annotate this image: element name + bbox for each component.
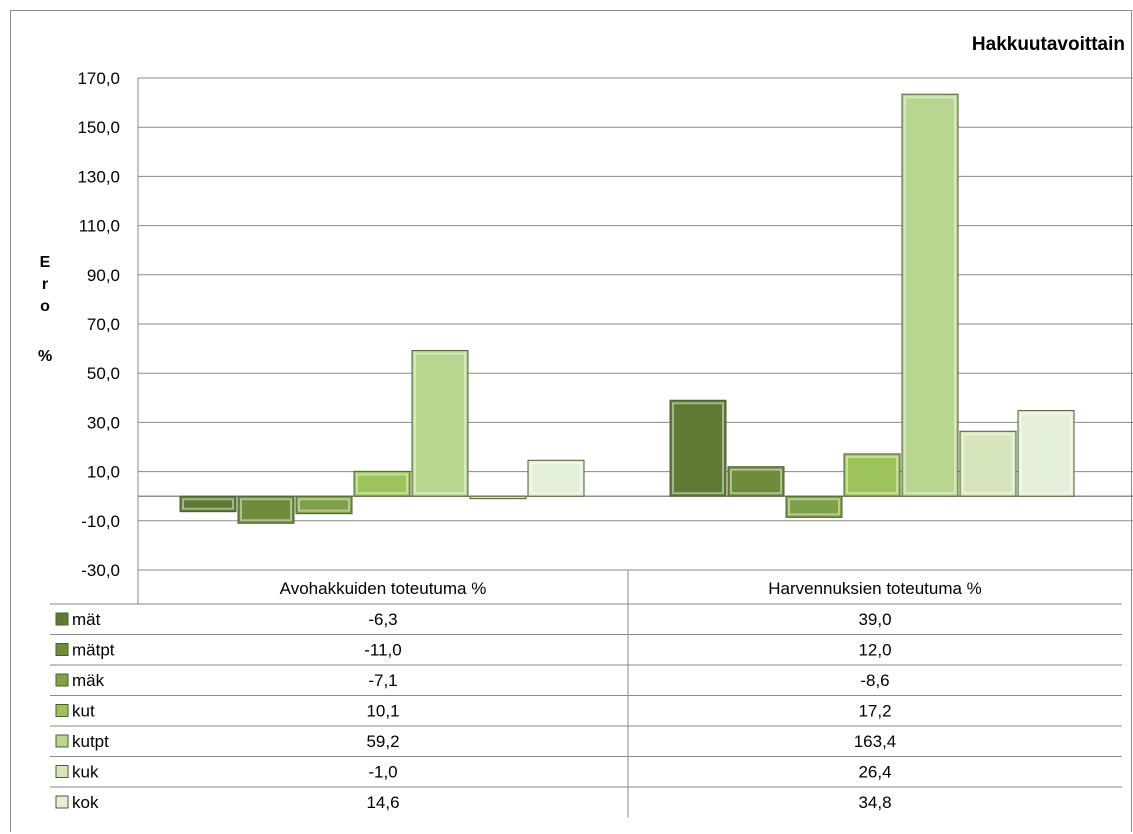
bar-kok-1 [527, 459, 585, 497]
y-tick-label: 90,0 [87, 266, 120, 285]
bar-bevel [904, 96, 956, 495]
data-label: -8,6 [860, 671, 889, 690]
bar-bevel [1020, 412, 1072, 495]
y-tick-label: -10,0 [81, 512, 120, 531]
y-tick-label: -30,0 [81, 561, 120, 580]
series-name: mäk [72, 671, 105, 690]
chart-title: Hakkuutavoittain [971, 34, 1125, 55]
bar-kut-2 [843, 453, 901, 497]
data-label: 59,2 [366, 732, 399, 751]
bar-mät-1 [179, 495, 237, 513]
category-label: Avohakkuiden toteutuma % [280, 579, 487, 598]
legend-key-mät [55, 612, 69, 626]
bar-bevel [530, 462, 582, 495]
bar-kok-2 [1017, 410, 1075, 497]
legend-key-kut [55, 704, 69, 717]
bar-bevel [672, 402, 724, 495]
bar-bevel [356, 473, 408, 495]
bar-mäk-1 [295, 495, 353, 515]
y-tick-label: 10,0 [87, 463, 120, 482]
bar-bevel [962, 433, 1014, 495]
data-label: 14,6 [366, 793, 399, 812]
series-name: kok [72, 793, 99, 812]
data-label: 163,4 [854, 732, 897, 751]
bar-kutpt-1 [411, 350, 469, 497]
bar-bevel [788, 498, 840, 516]
data-label: 17,2 [858, 702, 891, 721]
y-axis-label-char: % [38, 348, 53, 365]
data-label: -7,1 [368, 671, 397, 690]
bar-bevel [414, 352, 466, 495]
y-tick-label: 170,0 [77, 69, 120, 88]
legend-key-kutpt [55, 734, 69, 748]
legend-key-kuk [55, 765, 69, 778]
bar-kuk-1 [469, 495, 527, 500]
series-name: kutpt [72, 732, 109, 751]
bar-mäk-2 [785, 495, 843, 518]
bar-mätpt-2 [727, 466, 785, 497]
bar-mätpt-1 [237, 495, 295, 524]
legend-key-mätpt [55, 643, 69, 656]
bar-bevel [298, 498, 350, 512]
legend-key-mäk [55, 673, 69, 687]
y-tick-label: 70,0 [87, 315, 120, 334]
data-label: 26,4 [858, 763, 891, 782]
bar-mät-2 [669, 399, 727, 497]
bar-bevel [182, 498, 234, 510]
y-axis-label-char: o [40, 298, 50, 315]
series-name: mätpt [72, 641, 115, 660]
bar-bevel [846, 455, 898, 495]
y-tick-label: 30,0 [87, 413, 120, 432]
y-tick-label: 150,0 [77, 118, 120, 137]
data-label: -1,0 [368, 763, 397, 782]
data-label: 10,1 [366, 702, 399, 721]
series-name: mät [72, 610, 101, 629]
y-axis-label-char: E [39, 254, 51, 271]
data-label: 34,8 [858, 793, 891, 812]
legend-key-kok [55, 795, 69, 809]
data-label: 12,0 [858, 641, 891, 660]
data-label: -6,3 [368, 610, 397, 629]
bar-kut-1 [353, 470, 411, 497]
bar-bevel [730, 468, 782, 495]
y-axis-label-char: r [41, 276, 49, 293]
y-tick-label: 110,0 [79, 217, 120, 236]
series-name: kut [72, 702, 95, 721]
y-tick-label: 50,0 [87, 364, 120, 383]
data-label: 39,0 [858, 610, 891, 629]
series-name: kuk [72, 763, 99, 782]
category-label: Harvennuksien toteutuma % [768, 579, 982, 598]
bar-kutpt-2 [901, 93, 959, 497]
chart-frame [10, 10, 1132, 832]
bar-kuk-2 [959, 430, 1017, 497]
data-label: -11,0 [364, 641, 402, 660]
bar-bevel [240, 498, 292, 522]
y-tick-label: 130,0 [77, 167, 120, 186]
